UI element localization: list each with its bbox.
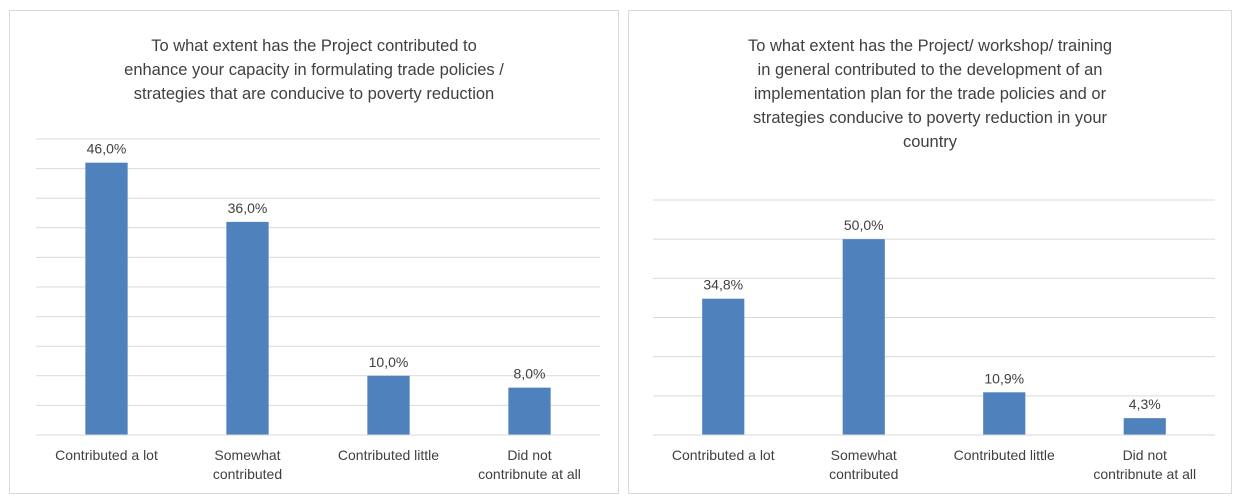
data-label: 34,8% [703,277,743,293]
chart-title-line: country [902,133,958,151]
category-label: Somewhat [214,447,280,463]
category-label: contributed [213,466,282,482]
bar-chart-right: 34,8% Contributed a lot 50,0% Somewhat contr… [653,199,1215,482]
chart-panel-right: To what extent has the Project/ workshop… [628,10,1232,494]
category-label: Contributed a lot [672,447,775,463]
chart-title-line: strategies that are conducive to poverty… [133,85,495,103]
bar [367,375,410,435]
category-label: Did not [507,447,551,463]
chart-title-line: enhance your capacity in formulating tra… [124,61,504,79]
chart-title-line: in general contributed to the developmen… [757,61,1103,79]
chart-title: To what extent has the Project contribut… [10,34,618,106]
bar [842,239,885,435]
chart-title-line: implementation plan for the trade polici… [753,85,1107,103]
data-label: 46,0% [87,141,127,157]
category-label: Somewhat [831,447,897,463]
data-label: 50,0% [844,217,884,233]
bar-chart-left: 46,0% Contributed a lot 36,0% Somewhat contr… [36,138,600,482]
chart-panel-left: To what extent has the Project contribut… [9,10,619,494]
bar [1123,418,1166,435]
data-label: 36,0% [228,200,268,216]
bar [226,221,269,435]
bar [702,298,745,435]
category-label: contribnute at all [478,466,581,482]
data-label: 10,9% [984,370,1024,386]
bar [85,162,128,435]
category-label: Did not [1123,447,1167,463]
chart-title: To what extent has the Project/ workshop… [629,34,1231,154]
chart-title-line: To what extent has the Project contribut… [151,37,477,55]
data-label: 4,3% [1129,396,1161,412]
bar [508,387,551,435]
category-label: Contributed little [954,447,1055,463]
chart-title-line: strategies conducive to poverty reductio… [752,109,1108,127]
category-label: contribnute at all [1093,466,1196,482]
chart-title-line: To what extent has the Project/ workshop… [747,37,1113,55]
category-label: Contributed little [338,447,439,463]
category-label: Contributed a lot [55,447,158,463]
category-label: contributed [829,466,898,482]
bar [983,392,1026,435]
data-label: 8,0% [514,366,546,382]
data-label: 10,0% [369,354,409,370]
